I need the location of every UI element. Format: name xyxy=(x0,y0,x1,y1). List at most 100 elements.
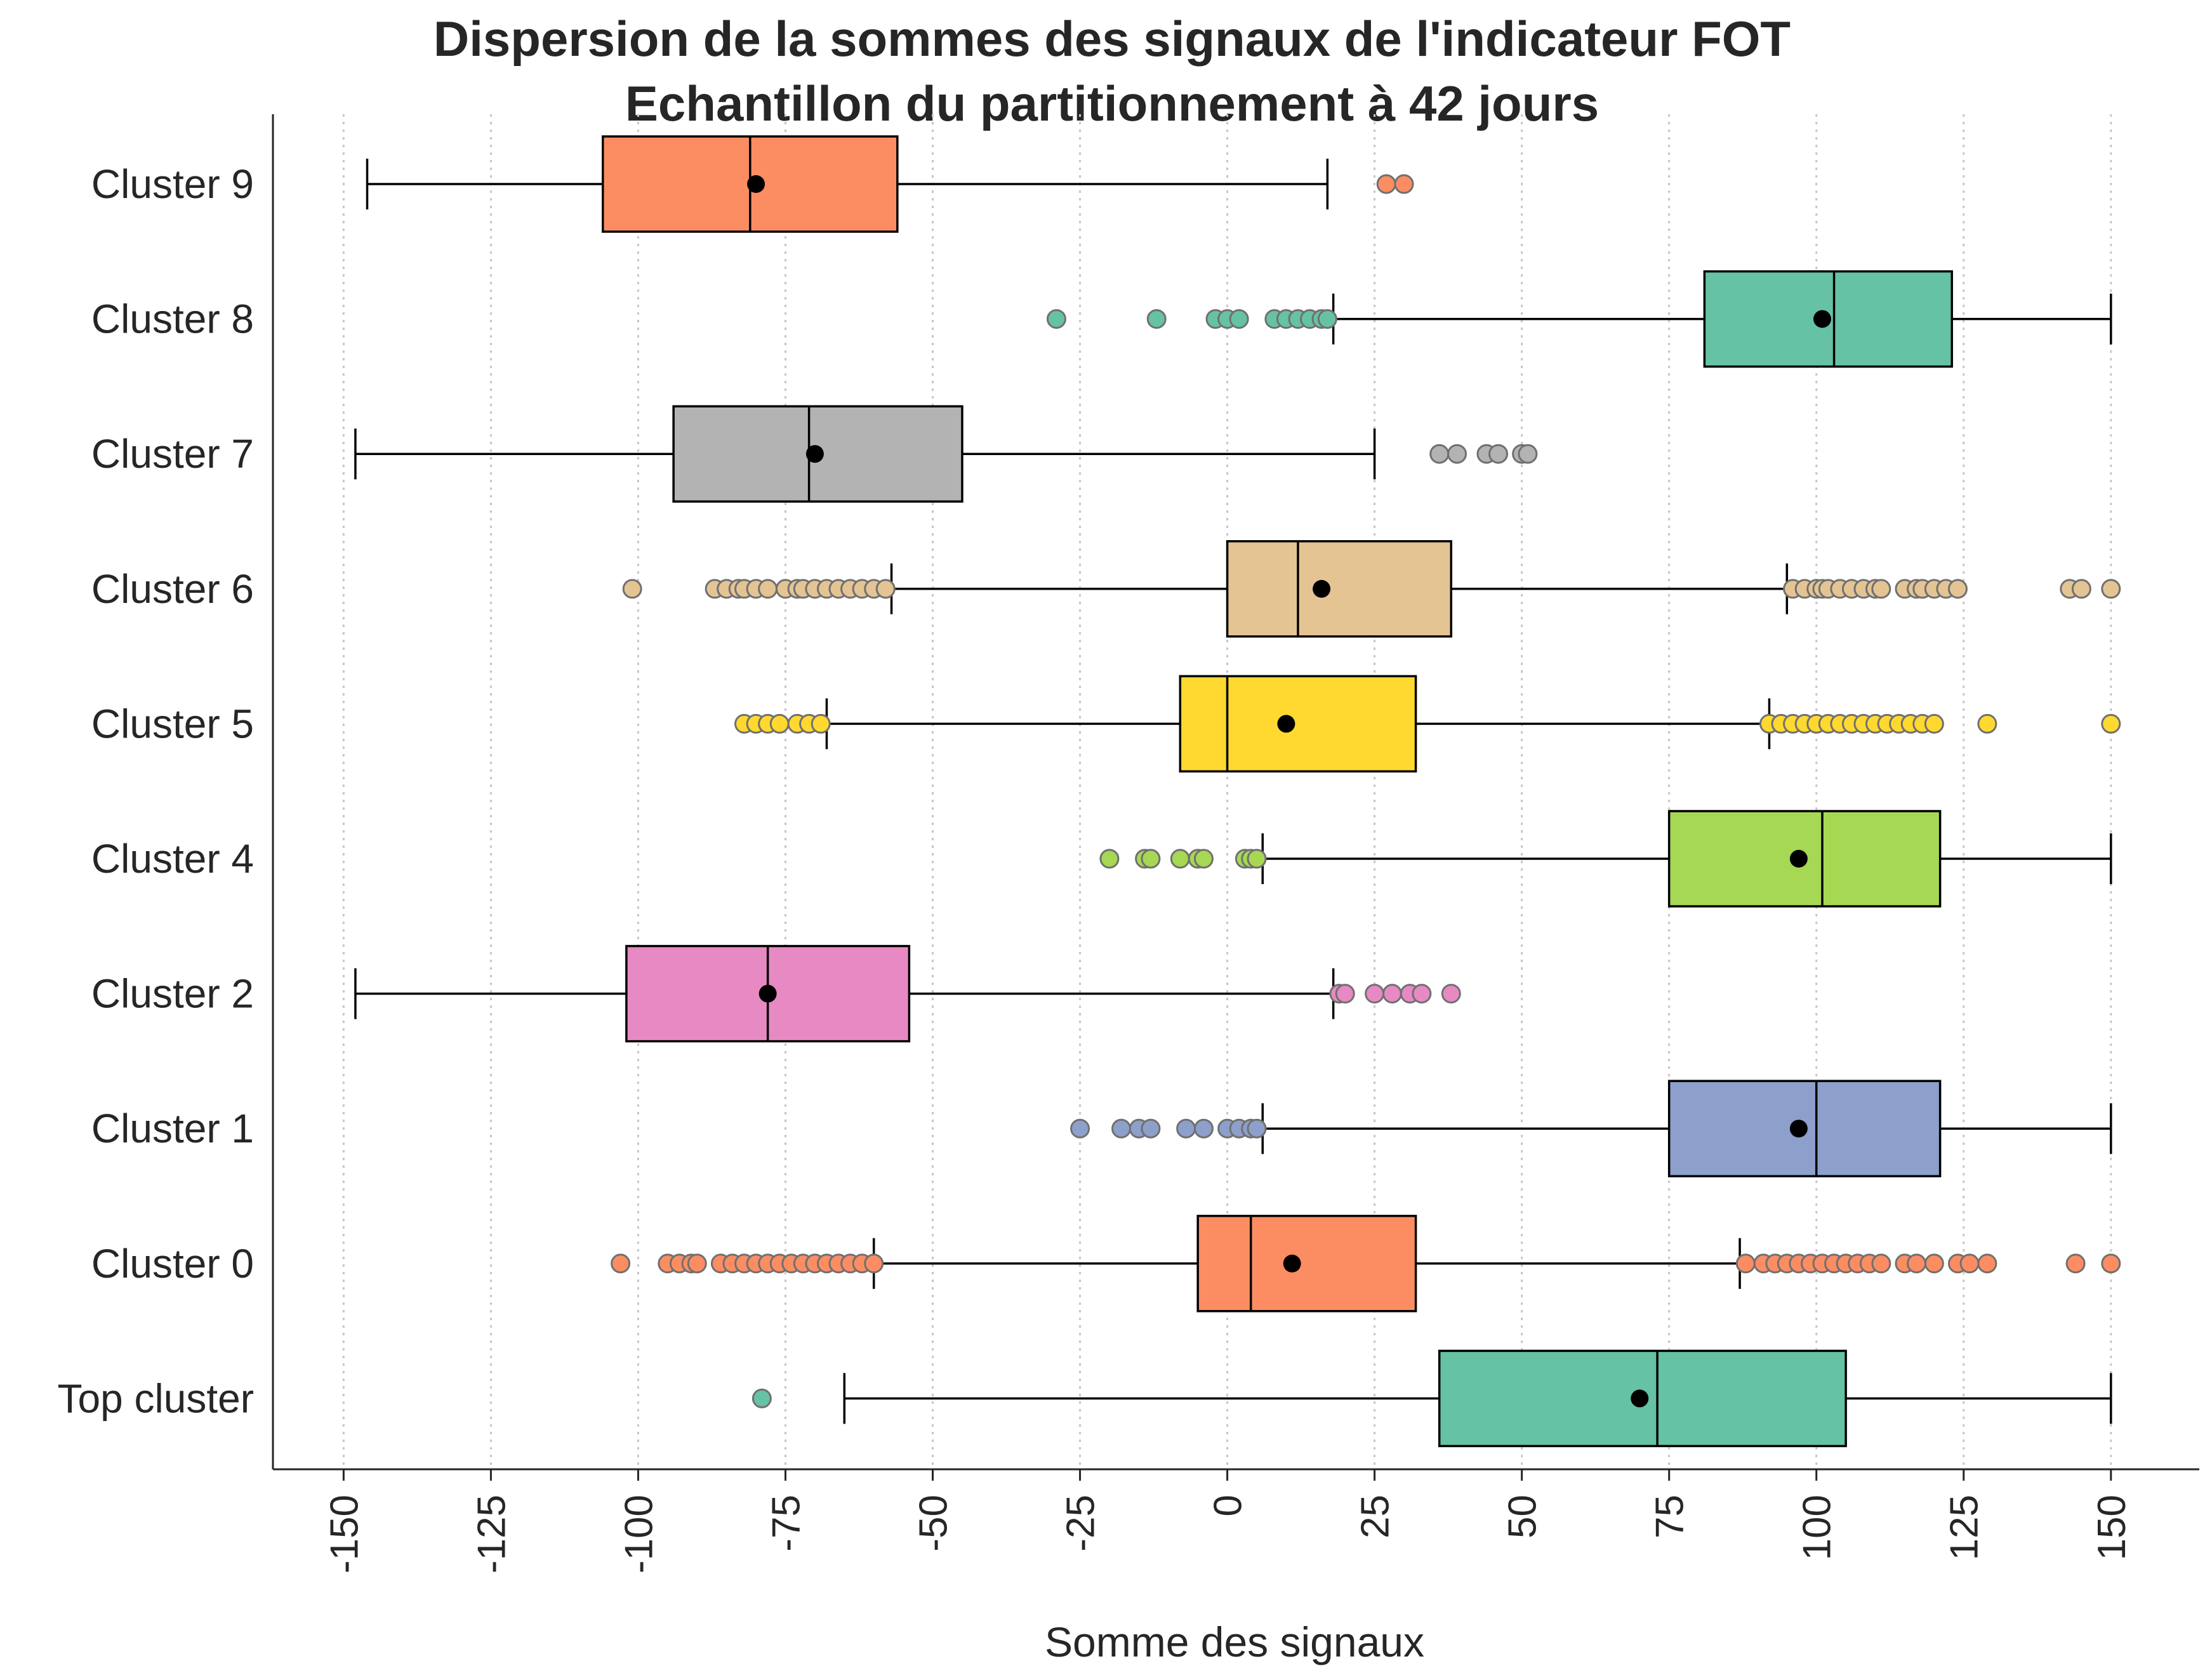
box-series-group xyxy=(366,135,1414,233)
x-axis-label: Somme des signaux xyxy=(1045,1618,1424,1665)
mean-marker xyxy=(1283,1254,1301,1273)
outlier-point xyxy=(622,579,642,599)
outlier-point xyxy=(1365,984,1385,1004)
x-tick-label: 150 xyxy=(2090,1495,2134,1560)
box-series-group xyxy=(354,405,1538,503)
outlier-point xyxy=(1193,849,1214,869)
box-series-group xyxy=(1099,810,2112,908)
mean-marker xyxy=(1789,1120,1808,1138)
y-tick-label: Cluster 0 xyxy=(91,1241,254,1286)
outlier-point xyxy=(1317,309,1337,329)
outlier-point xyxy=(1382,984,1402,1004)
outlier-point xyxy=(752,1388,772,1408)
mean-marker xyxy=(1813,310,1831,328)
box-series-group xyxy=(1070,1080,2112,1177)
y-tick-label: Cluster 8 xyxy=(91,296,254,342)
outlier-point xyxy=(1335,984,1355,1004)
x-tick-label: -150 xyxy=(322,1495,366,1573)
mean-marker xyxy=(1789,850,1808,868)
outlier-point xyxy=(1924,1253,1944,1274)
outlier-point xyxy=(1111,1118,1132,1139)
outlier-point xyxy=(1959,1253,1980,1274)
outlier-point xyxy=(2065,1253,2086,1274)
outlier-point xyxy=(1488,444,1509,464)
y-tick-label: Cluster 5 xyxy=(91,701,254,746)
chart-title-line-1: Dispersion de la sommes des signaux de l… xyxy=(434,11,1791,67)
y-tick-label: Cluster 2 xyxy=(91,971,254,1017)
outlier-point xyxy=(1099,849,1120,869)
x-tick-label: 50 xyxy=(1501,1495,1545,1538)
tick-labels: -150 -125 -100 -75 -50 -25 0 25 50 75 100 125 150 Clu… xyxy=(58,161,2134,1573)
mean-marker xyxy=(1313,579,1331,598)
outlier-point xyxy=(1394,174,1414,194)
outlier-point xyxy=(1376,174,1396,194)
outlier-point xyxy=(758,579,778,599)
iqr-box xyxy=(1226,540,1453,638)
chart-title: Dispersion de la sommes des signaux de l… xyxy=(434,11,1791,131)
x-tick-label: 125 xyxy=(1943,1495,1987,1560)
outlier-point xyxy=(687,1253,707,1274)
box-series-group xyxy=(611,1215,2121,1313)
outlier-point xyxy=(1229,309,1249,329)
x-tick-label: -50 xyxy=(912,1495,956,1552)
mean-marker xyxy=(1631,1389,1649,1408)
y-tick-label: Cluster 7 xyxy=(91,431,254,477)
outlier-point xyxy=(1247,1118,1267,1139)
x-tick-label: -75 xyxy=(764,1495,808,1552)
y-tick-label: Cluster 1 xyxy=(91,1106,254,1151)
x-tick-label: -125 xyxy=(470,1495,513,1573)
outlier-point xyxy=(1247,849,1267,869)
box-series-group xyxy=(752,1349,2112,1448)
mean-marker xyxy=(805,445,824,463)
chart-title-line-2: Echantillon du partitionnement à 42 jour… xyxy=(625,76,1599,131)
mean-marker xyxy=(1277,715,1295,733)
y-tick-label: Top cluster xyxy=(58,1375,254,1421)
x-tick-label: -100 xyxy=(617,1495,661,1573)
x-tick-label: 100 xyxy=(1796,1495,1839,1560)
outlier-point xyxy=(1146,309,1167,329)
y-tick-label: Cluster 6 xyxy=(91,566,254,612)
outlier-point xyxy=(611,1253,631,1274)
outlier-point xyxy=(1906,1253,1926,1274)
box-series-group xyxy=(1046,270,2112,368)
outlier-point xyxy=(1141,849,1161,869)
outlier-point xyxy=(864,1253,884,1274)
y-tick-label: Cluster 9 xyxy=(91,161,254,207)
mean-marker xyxy=(758,984,777,1003)
iqr-box xyxy=(1179,675,1417,773)
outlier-point xyxy=(1412,984,1432,1004)
outlier-point xyxy=(1977,1253,1997,1274)
outlier-point xyxy=(1447,444,1467,464)
outlier-point xyxy=(2101,1253,2121,1274)
mean-marker xyxy=(747,175,765,193)
outlier-point xyxy=(1193,1118,1214,1139)
outlier-point xyxy=(1046,309,1066,329)
outlier-point xyxy=(811,713,831,734)
box-series xyxy=(354,135,2121,1448)
x-tick-label: 0 xyxy=(1207,1495,1250,1516)
outlier-point xyxy=(1176,1118,1196,1139)
outlier-point xyxy=(1947,579,1968,599)
axes xyxy=(272,114,2199,1471)
box-series-group xyxy=(354,944,1461,1043)
outlier-point xyxy=(1141,1118,1161,1139)
box-series-group xyxy=(734,675,2121,773)
outlier-point xyxy=(1924,713,1944,734)
outlier-point xyxy=(1977,713,1997,734)
x-tick-label: -25 xyxy=(1059,1495,1103,1552)
box-series-group xyxy=(622,540,2121,638)
outlier-point xyxy=(1518,444,1538,464)
outlier-point xyxy=(1871,579,1891,599)
outlier-point xyxy=(769,713,790,734)
outlier-point xyxy=(1441,984,1461,1004)
outlier-point xyxy=(875,579,896,599)
outlier-point xyxy=(1735,1253,1756,1274)
outlier-point xyxy=(1070,1118,1090,1139)
outlier-point xyxy=(1871,1253,1891,1274)
outlier-point xyxy=(2101,579,2121,599)
outlier-point xyxy=(1429,444,1450,464)
x-tick-label: 75 xyxy=(1648,1495,1692,1538)
outlier-point xyxy=(2101,713,2121,734)
